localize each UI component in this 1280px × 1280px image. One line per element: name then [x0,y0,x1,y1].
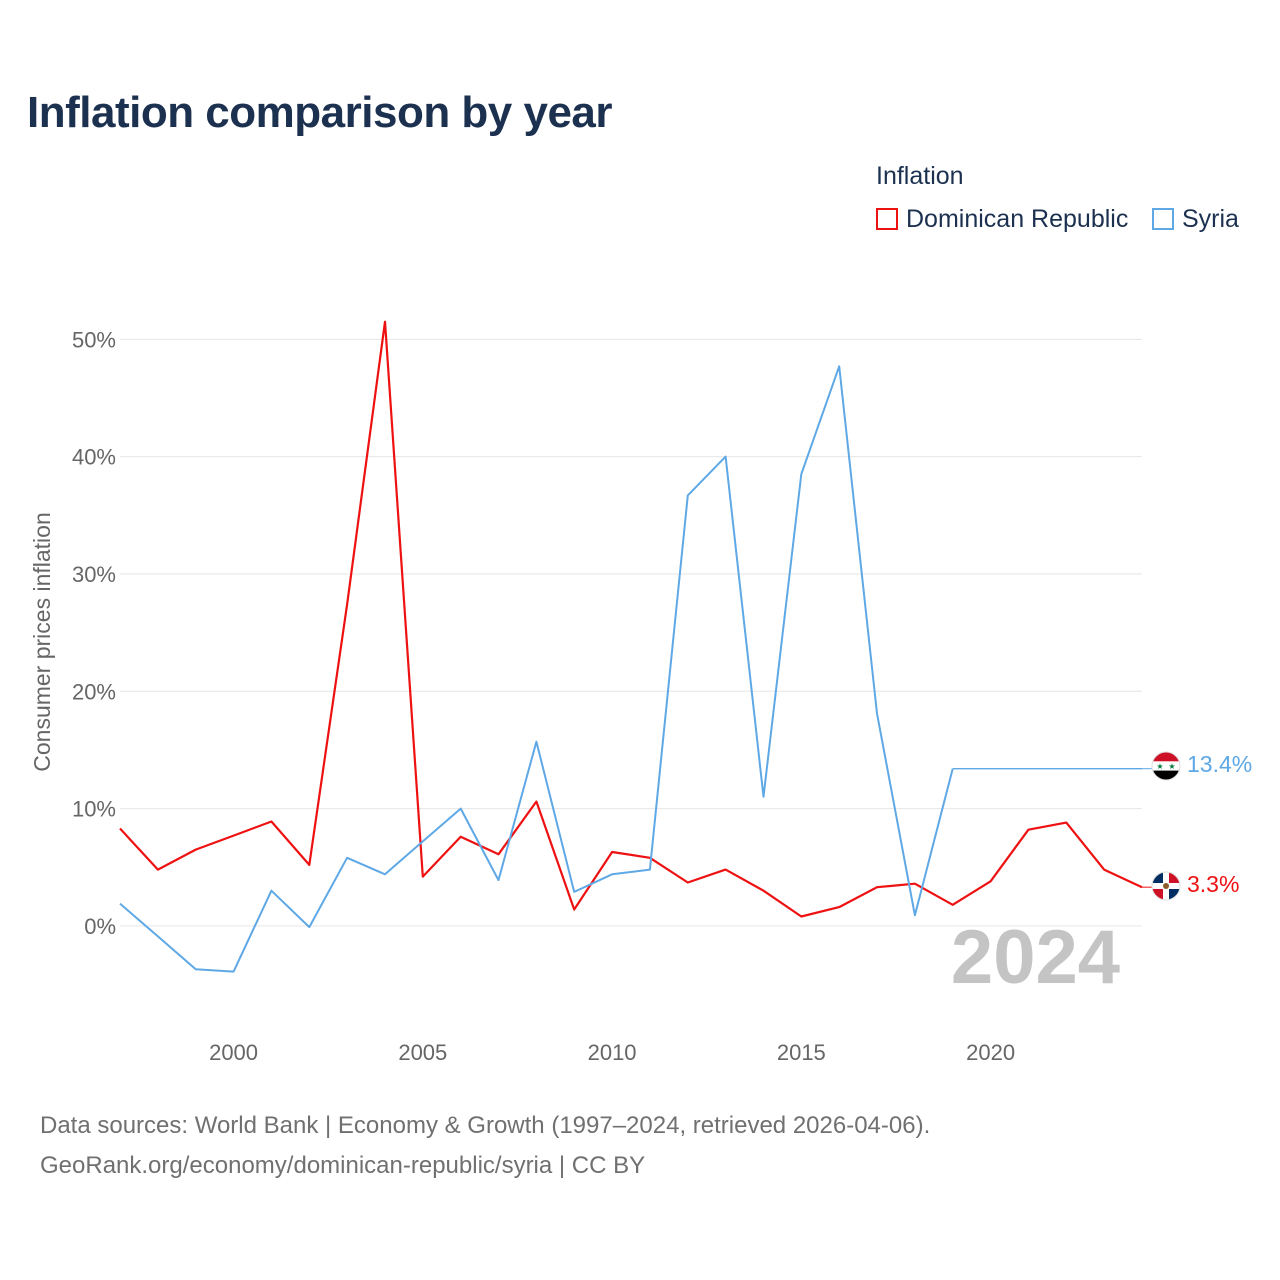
dominican-republic-flag-icon [1151,871,1181,901]
x-axis-ticks: 2000 2005 2010 2015 2020 [209,1040,1015,1065]
line-chart: 0% 10% 20% 30% 40% 50% 2000 2005 2010 2015 2020 C… [29,320,1252,1065]
x-tick-label: 2005 [398,1040,447,1065]
year-watermark: 2024 [951,915,1120,1000]
svg-text:★: ★ [1156,762,1163,771]
x-tick-label: 2015 [777,1040,826,1065]
y-tick-label: 30% [72,562,116,587]
y-tick-label: 40% [72,445,116,470]
end-label-syria: 13.4% [1187,751,1252,777]
end-label-dominican-republic: 3.3% [1187,871,1239,897]
legend-swatch-syria [1152,208,1174,230]
y-tick-label: 10% [72,797,116,822]
y-axis-title: Consumer prices inflation [29,512,55,772]
y-tick-label: 20% [72,679,116,704]
svg-text:★: ★ [1168,762,1175,771]
y-tick-label: 50% [72,327,116,352]
sources-line-1: Data sources: World Bank | Economy & Gro… [40,1112,931,1139]
y-axis-ticks: 0% 10% 20% 30% 40% 50% [72,327,116,939]
legend-swatch-dominican-republic [876,208,898,230]
legend-item-syria[interactable]: Syria [1152,204,1239,234]
legend-label-dominican-republic: Dominican Republic [906,204,1129,233]
series-line-dominican-republic[interactable] [119,320,1143,918]
sources-line-2[interactable]: GeoRank.org/economy/dominican-republic/s… [40,1152,646,1179]
y-tick-label: 0% [84,914,116,939]
legend-item-dominican-republic[interactable]: Dominican Republic [876,204,1128,234]
x-tick-label: 2010 [588,1040,637,1065]
chart-title: Inflation comparison by year [27,88,613,137]
syria-flag-icon: ★ ★ [1151,751,1181,781]
legend-label-syria: Syria [1182,204,1239,233]
data-sources: Data sources: World Bank | Economy & Gro… [40,1106,930,1186]
series-line-syria[interactable] [119,365,954,973]
grid-lines [120,338,1142,927]
x-tick-label: 2020 [966,1040,1015,1065]
series-lines [119,320,1152,973]
x-tick-label: 2000 [209,1040,258,1065]
legend-title: Inflation [876,162,964,190]
